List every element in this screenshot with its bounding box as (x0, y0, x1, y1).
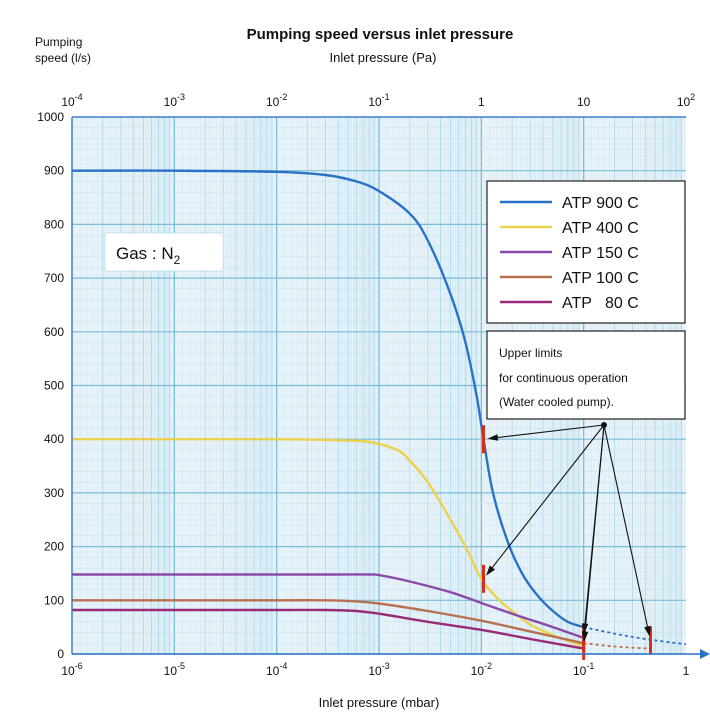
legend-entry-label: ATP 80 C (562, 295, 639, 312)
x-tick-label-bottom: 10-3 (368, 661, 389, 678)
x-tick-label-top-base: 10 (164, 95, 178, 109)
upper-limits-annotation: Upper limits for continuous operation (W… (486, 330, 686, 420)
gas-label-text: Gas : N (116, 244, 174, 263)
annotation-arrow-line (603, 424, 650, 635)
legend-entry-label: ATP 150 C (562, 245, 639, 262)
y-tick-label: 900 (44, 164, 64, 178)
y-tick-label: 300 (44, 486, 64, 500)
x-tick-label-bottom-base: 10 (471, 664, 485, 678)
x-tick-label-bottom-exponent: -3 (382, 661, 390, 671)
gas-annotation: Gas : N2 (104, 232, 224, 272)
series-line-dashed (583, 626, 687, 646)
y-tick-label: 500 (44, 379, 64, 393)
top-axis-title: Inlet pressure (Pa) (330, 50, 437, 65)
x-tick-label-bottom-exponent: -1 (586, 661, 594, 671)
x-tick-label-top: 10-3 (164, 92, 185, 109)
y-axis-title-line2: speed (l/s) (35, 51, 91, 65)
y-tick-label: 200 (44, 540, 64, 554)
y-tick-label: 700 (44, 271, 64, 285)
series-line (71, 169, 585, 629)
x-tick-label-top-exponent: -3 (177, 92, 185, 102)
axes (71, 116, 710, 659)
x-tick-label-top-exponent: -4 (75, 92, 83, 102)
x-tick-label-top-base: 10 (266, 95, 280, 109)
annotation-arrow-head (486, 565, 495, 576)
y-tick-label: 0 (57, 647, 64, 661)
annotation-arrow-head (581, 631, 589, 642)
series-line (71, 573, 585, 640)
annotation-arrow-head (644, 625, 651, 637)
x-tick-label-bottom-base: 10 (368, 664, 382, 678)
annotation-arrows (486, 422, 651, 642)
legend-entry-label: ATP 400 C (562, 220, 639, 237)
x-tick-label-top-base: 10 (61, 95, 75, 109)
x-tick-label-top-base: 10 (677, 95, 691, 109)
x-tick-label-top: 10-1 (368, 92, 389, 109)
x-axis-arrow (700, 649, 710, 659)
upper-limits-line-1: Upper limits (499, 346, 562, 360)
legend: ATP 900 C ATP 400 C ATP 150 C ATP 100 C ATP … (486, 180, 686, 324)
x-tick-label-top: 1 (478, 95, 485, 109)
x-tick-label-bottom: 10-2 (471, 661, 492, 678)
series-line-dashed (583, 642, 651, 650)
legend-entry-label: ATP 900 C (562, 195, 639, 212)
x-tick-label-top: 10 (577, 95, 591, 109)
chart-title: Pumping speed versus inlet pressure (247, 26, 514, 43)
gas-label-subscript: 2 (174, 253, 181, 267)
x-tick-label-bottom: 10-5 (164, 661, 185, 678)
x-tick-label-bottom-exponent: -4 (279, 661, 287, 671)
legend-items: ATP 900 C ATP 400 C ATP 150 C ATP 100 C ATP … (500, 195, 639, 312)
upper-limits-line-3: (Water cooled pump). (499, 395, 614, 409)
x-axis-title: Inlet pressure (mbar) (319, 695, 440, 710)
x-tick-label-bottom-exponent: -2 (484, 661, 492, 671)
annotation-arrow-line (486, 424, 605, 575)
x-tick-label-bottom-exponent: -6 (75, 661, 83, 671)
legend-entry-label: ATP 100 C (562, 270, 639, 287)
x-tick-label-top: 10-2 (266, 92, 287, 109)
x-tick-label-bottom-base: 10 (164, 664, 178, 678)
gas-label: Gas : N2 (116, 244, 181, 267)
y-tick-label: 1000 (37, 110, 64, 124)
x-tick-label-bottom-exponent: -5 (177, 661, 185, 671)
x-tick-label-bottom-base: 10 (266, 664, 280, 678)
y-tick-label: 600 (44, 325, 64, 339)
x-tick-label-bottom: 1 (683, 664, 690, 678)
x-tick-label-bottom-base: 10 (573, 664, 587, 678)
x-tick-label-top: 102 (677, 92, 695, 109)
series-line (71, 599, 584, 645)
x-tick-label-top: 10-4 (61, 92, 82, 109)
annotation-arrow-line (489, 424, 605, 440)
annotation-arrow-head (487, 434, 499, 441)
series-curves (71, 169, 687, 650)
y-axis-title-line1: Pumping (35, 35, 82, 49)
x-tick-label-top-exponent: 2 (690, 92, 695, 102)
upper-limits-box (486, 330, 686, 420)
gas-annotation-box (104, 232, 224, 272)
x-tick-label-bottom: 10-6 (61, 661, 82, 678)
y-tick-label: 400 (44, 432, 64, 446)
x-tick-label-top-exponent: -1 (382, 92, 390, 102)
x-tick-label-bottom: 10-4 (266, 661, 287, 678)
upper-limits-line-2: for continuous operation (499, 371, 628, 385)
x-tick-label-bottom: 10-1 (573, 661, 594, 678)
series-line (72, 437, 585, 648)
y-tick-label: 800 (44, 217, 64, 231)
annotation-arrow-line (583, 424, 605, 641)
x-tick-label-bottom-base: 10 (61, 664, 75, 678)
x-tick-label-top-base: 10 (368, 95, 382, 109)
x-tick-label-top-exponent: -2 (279, 92, 287, 102)
series-line (72, 608, 584, 650)
y-tick-label: 100 (44, 593, 64, 607)
